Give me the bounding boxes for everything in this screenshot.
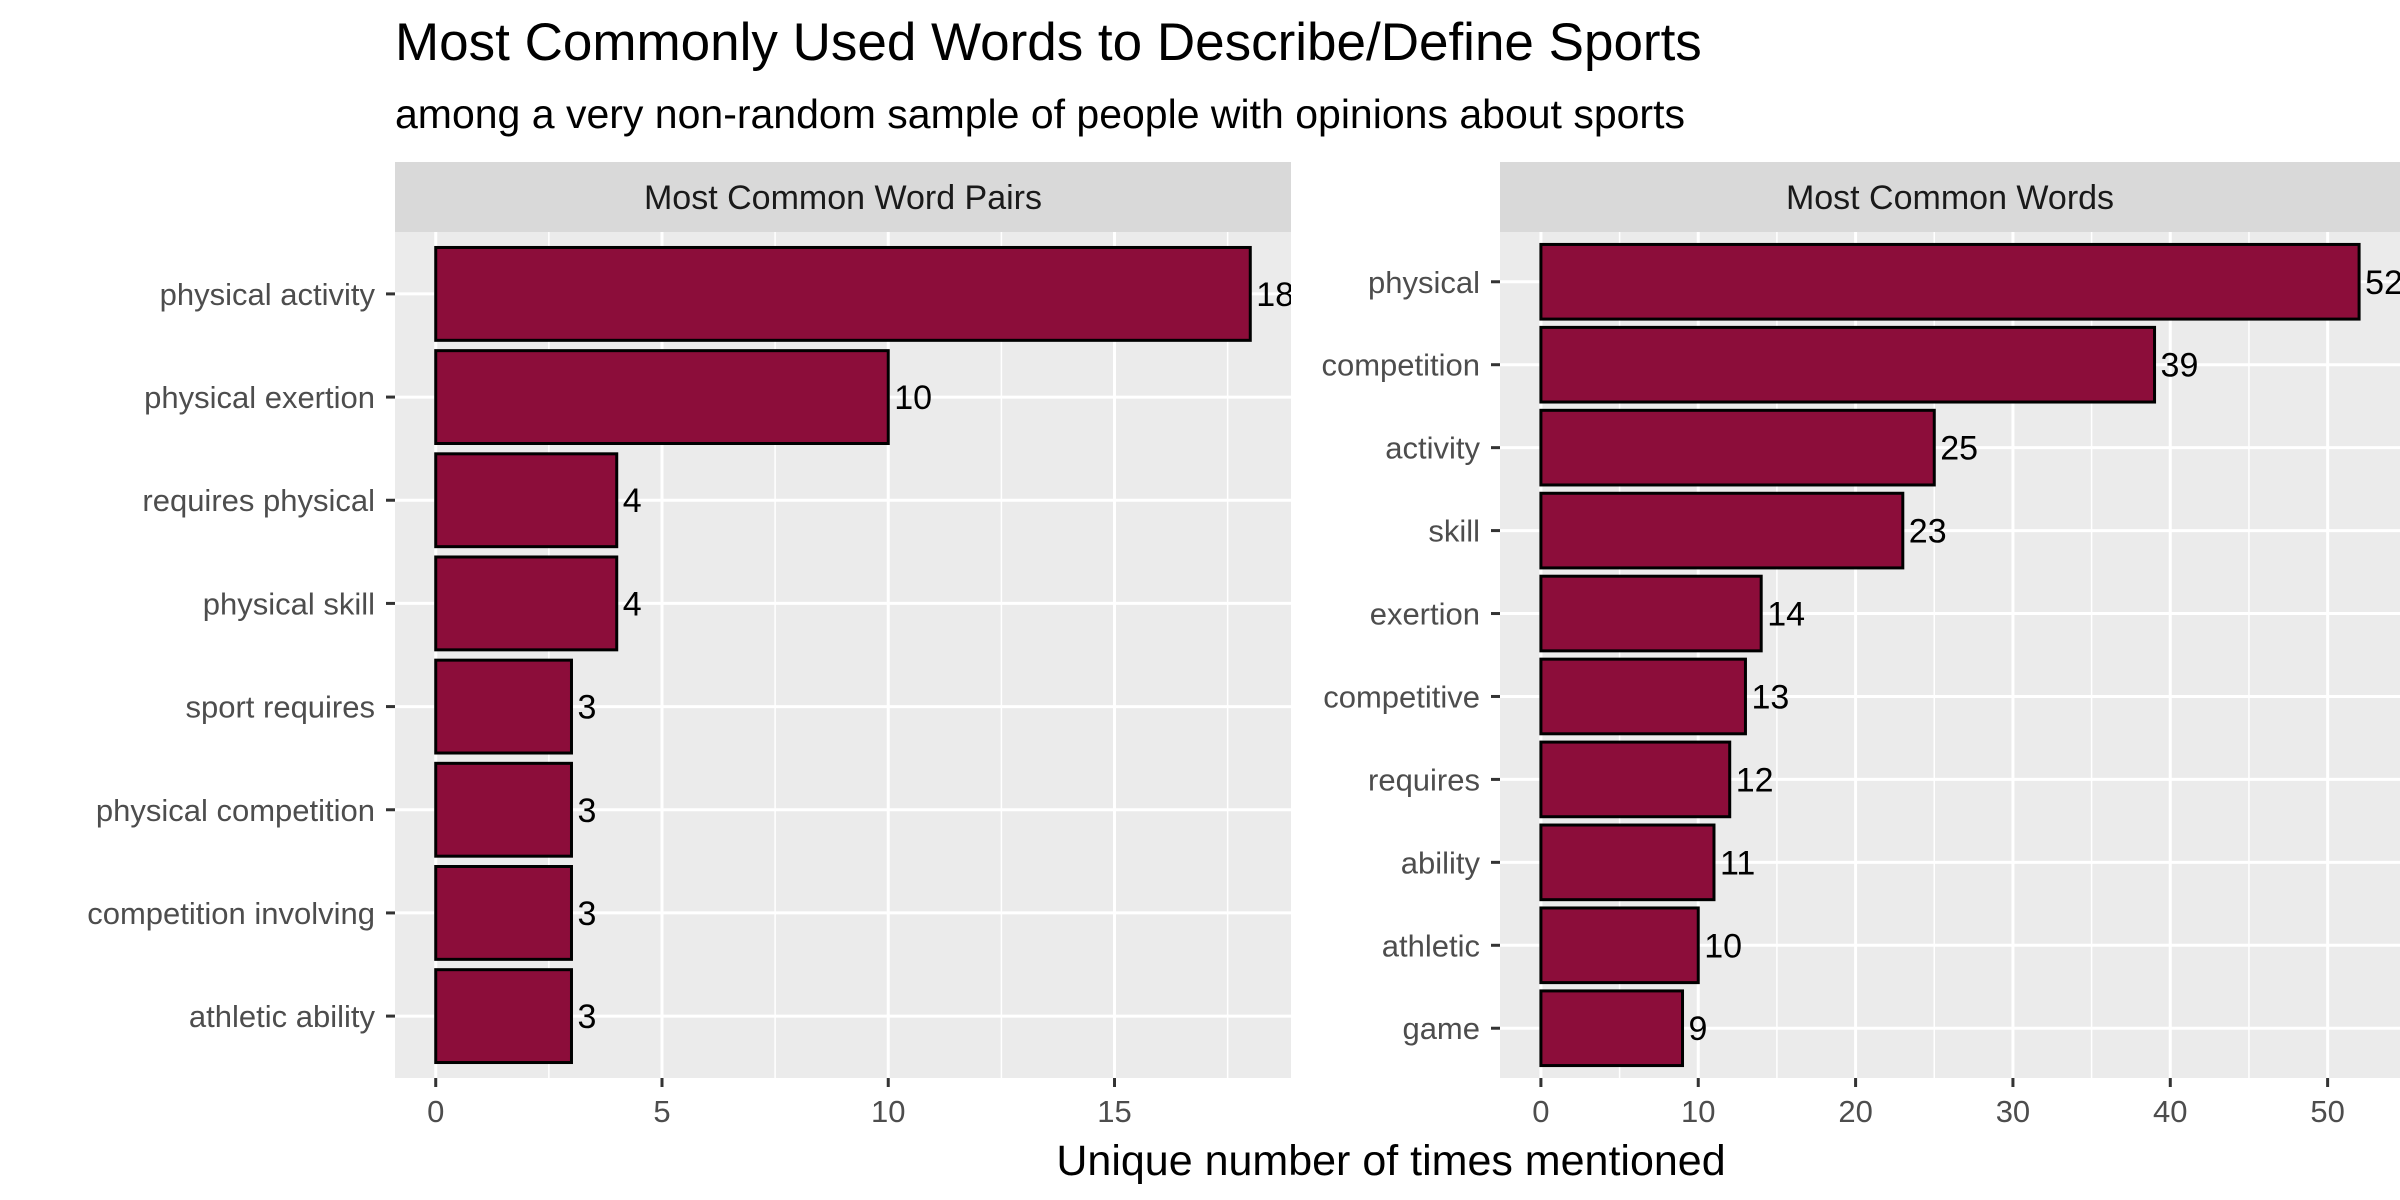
bar-value-label: 3 xyxy=(577,895,596,933)
y-axis-category-label: exertion xyxy=(1370,597,1480,632)
bar xyxy=(1539,906,1700,985)
y-axis-category-label: competitive xyxy=(1323,679,1480,714)
facet-strip xyxy=(395,162,1291,232)
x-axis-tick-label: 10 xyxy=(871,1094,905,1129)
bar-value-label: 4 xyxy=(623,482,642,520)
y-axis-category-label: sport requires xyxy=(185,690,375,725)
bar xyxy=(1539,491,1905,570)
x-axis-tick-label: 15 xyxy=(1097,1094,1131,1129)
x-axis-tick-label: 50 xyxy=(2310,1094,2344,1129)
x-axis-tick-label: 5 xyxy=(653,1094,670,1129)
y-axis-category-label: ability xyxy=(1401,845,1481,880)
bar-value-label: 23 xyxy=(1909,513,1947,551)
bar xyxy=(434,452,619,549)
x-axis-tick-label: 20 xyxy=(1838,1094,1872,1129)
facet-strip xyxy=(1500,162,2400,232)
y-axis-category-label: requires physical xyxy=(142,483,375,518)
bar xyxy=(1539,823,1716,902)
bar xyxy=(434,349,890,445)
y-axis-category-label: athletic ability xyxy=(189,999,376,1034)
bar-value-label: 9 xyxy=(1689,1010,1708,1048)
x-axis-tick-label: 10 xyxy=(1681,1094,1715,1129)
bar xyxy=(1539,989,1685,1068)
bar xyxy=(434,245,1252,342)
y-axis-category-label: physical competition xyxy=(96,793,375,828)
y-axis-category-label: physical exertion xyxy=(144,380,375,415)
facet-panel: Most Common Word Pairs 18 10 4 4 3 3 3 3 physical… xyxy=(87,162,1294,1129)
panel-marks: 52 39 25 23 14 13 12 11 10 9 xyxy=(1539,242,2400,1068)
bar xyxy=(434,555,619,652)
y-axis-category-label: game xyxy=(1402,1011,1480,1046)
bar-value-label: 25 xyxy=(1940,430,1978,468)
bar-value-label: 4 xyxy=(623,585,642,623)
bar xyxy=(1539,242,2361,321)
facet-strip-label: Most Common Words xyxy=(1786,179,2114,217)
bar xyxy=(434,658,573,755)
y-axis-category-label: athletic xyxy=(1382,928,1480,963)
bar xyxy=(1539,408,1936,487)
bar xyxy=(1539,574,1763,653)
facet-panels: Most Common Word Pairs 18 10 4 4 3 3 3 3 physical… xyxy=(87,162,2400,1129)
bar xyxy=(1539,325,2157,404)
y-axis-category-label: physical skill xyxy=(203,586,375,621)
bar-value-label: 3 xyxy=(577,689,596,727)
bar-value-label: 12 xyxy=(1736,761,1774,799)
x-axis-tick-label: 0 xyxy=(1532,1094,1549,1129)
bar-value-label: 18 xyxy=(1256,276,1294,314)
bar-value-label: 3 xyxy=(577,998,596,1036)
x-axis-tick-label: 30 xyxy=(1996,1094,2030,1129)
x-axis-tick-label: 40 xyxy=(2153,1094,2187,1129)
y-axis-category-label: competition involving xyxy=(87,896,375,931)
bar-value-label: 39 xyxy=(2161,347,2199,385)
bar xyxy=(1539,740,1732,819)
y-axis-category-label: requires xyxy=(1368,762,1480,797)
bar-value-label: 52 xyxy=(2365,264,2400,302)
panel-marks: 18 10 4 4 3 3 3 3 xyxy=(434,245,1294,1065)
y-axis-category-label: competition xyxy=(1321,348,1480,383)
y-axis-category-label: physical xyxy=(1368,265,1480,300)
bar xyxy=(434,968,573,1065)
bar-value-label: 10 xyxy=(1704,927,1742,965)
y-axis-category-label: physical activity xyxy=(160,277,376,312)
bar xyxy=(434,761,573,858)
bar-value-label: 14 xyxy=(1767,596,1805,634)
chart-subtitle: among a very non-random sample of people… xyxy=(395,91,1685,137)
y-axis-category-label: skill xyxy=(1428,514,1480,549)
facet-panel: Most Common Words 52 39 25 23 14 13 12 11 10 9 phys… xyxy=(1321,162,2400,1129)
bar-value-label: 11 xyxy=(1720,844,1755,882)
bar-value-label: 10 xyxy=(894,379,932,417)
y-axis-category-label: activity xyxy=(1385,431,1480,466)
chart-title: Most Commonly Used Words to Describe/Def… xyxy=(395,13,1702,72)
bar-value-label: 3 xyxy=(577,792,596,830)
bar xyxy=(434,865,573,961)
bar xyxy=(1539,657,1747,736)
facet-strip-label: Most Common Word Pairs xyxy=(644,179,1042,217)
x-axis-tick-label: 0 xyxy=(427,1094,444,1129)
x-axis-title: Unique number of times mentioned xyxy=(1056,1137,1725,1185)
bar-value-label: 13 xyxy=(1751,678,1789,716)
